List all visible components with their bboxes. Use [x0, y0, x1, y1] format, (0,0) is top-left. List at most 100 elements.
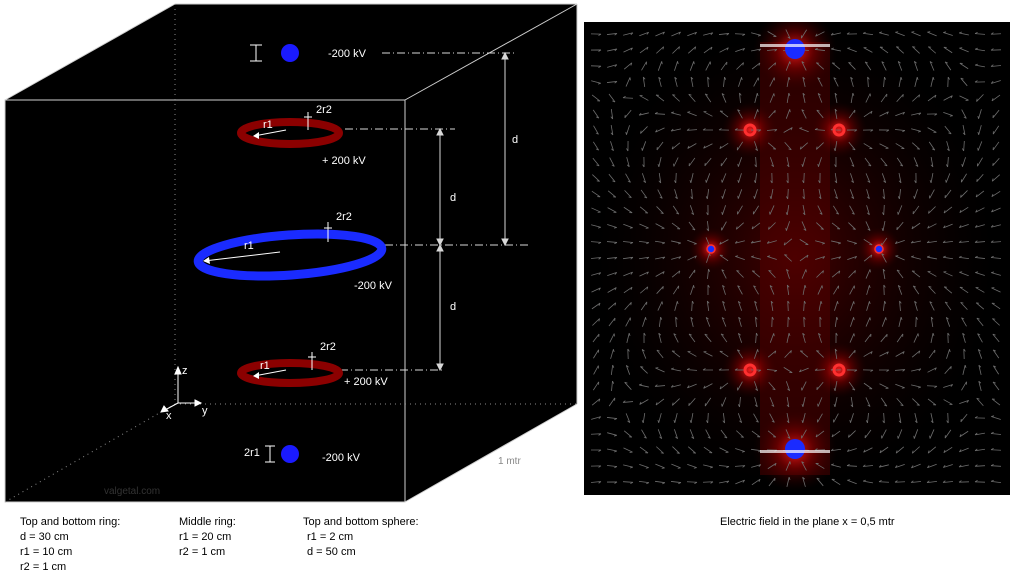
- field-vector: [753, 285, 759, 295]
- field-vector: [657, 61, 663, 71]
- field-vector: [863, 110, 873, 118]
- field-vector: [592, 381, 600, 391]
- field-vector: [641, 141, 647, 151]
- field-vector: [818, 300, 823, 311]
- field-vector: [992, 109, 1000, 119]
- field-vector: [963, 348, 966, 360]
- field-vector: [753, 109, 759, 119]
- field-vector: [670, 128, 681, 132]
- field-top-sphere: [785, 39, 805, 59]
- field-vector: [894, 480, 906, 483]
- spec-line: d = 30 cm: [20, 531, 69, 543]
- bottom-sphere: [281, 445, 299, 463]
- field-vector: [961, 140, 965, 152]
- field-vector: [770, 300, 774, 311]
- field-vector: [895, 31, 905, 37]
- top-ring-r2-marker: [304, 112, 312, 130]
- field-vector: [751, 464, 762, 468]
- field-vector: [639, 463, 649, 469]
- field-vector: [897, 61, 903, 71]
- field-vector: [751, 32, 761, 37]
- field-vector: [911, 128, 921, 133]
- field-vector: [944, 189, 952, 199]
- field-vector: [735, 48, 746, 52]
- field-vector: [658, 332, 662, 343]
- field-vector: [751, 478, 761, 486]
- field-vector: [818, 172, 821, 184]
- field-vector: [895, 446, 905, 454]
- field-vector: [991, 174, 1001, 182]
- field-vector: [622, 400, 634, 403]
- field-vector: [688, 221, 696, 231]
- field-vector: [656, 349, 664, 359]
- field-vector: [911, 255, 921, 260]
- field-vector: [607, 190, 617, 198]
- field-vector: [720, 333, 728, 343]
- field-vector: [815, 463, 825, 469]
- field-vector: [639, 399, 649, 405]
- field-vector: [990, 463, 1002, 467]
- field-vector: [671, 350, 681, 358]
- field-vector: [718, 368, 730, 371]
- field-vector: [942, 240, 954, 244]
- field-vector: [865, 221, 871, 231]
- spec-top-bottom-ring-title: Top and bottom ring:: [20, 516, 121, 528]
- field-vector: [656, 206, 664, 214]
- field-vector: [926, 255, 937, 260]
- field-vector: [848, 349, 856, 359]
- field-vector: [786, 332, 791, 343]
- field-vector: [943, 111, 953, 117]
- field-vector: [590, 33, 602, 36]
- field-vector: [671, 270, 681, 278]
- field-vector: [879, 446, 889, 454]
- field-vector: [691, 300, 695, 312]
- field-vector: [814, 368, 826, 371]
- field-vector: [819, 316, 822, 328]
- field-vector: [722, 300, 726, 311]
- field-vector: [927, 31, 937, 37]
- field-vector: [670, 384, 681, 388]
- field-vector: [607, 207, 617, 213]
- field-vector: [802, 476, 806, 487]
- field-middle-ring-right: [874, 244, 884, 254]
- field-vector: [864, 157, 872, 167]
- field-vector: [786, 268, 790, 279]
- field-vector: [943, 206, 953, 214]
- field-vector: [609, 333, 615, 343]
- field-vector: [833, 77, 839, 87]
- field-vector: [974, 255, 986, 259]
- field-vector: [913, 60, 919, 71]
- field-vector: [801, 61, 807, 71]
- field-vector: [593, 125, 599, 135]
- field-vector: [961, 157, 966, 167]
- field-vector: [830, 32, 841, 36]
- field-vector: [767, 430, 777, 438]
- field-vector: [961, 381, 967, 391]
- field-vector: [657, 413, 662, 423]
- field-vector: [960, 190, 968, 198]
- field-vector: [945, 156, 949, 168]
- field-vector: [990, 431, 1002, 435]
- field-vector: [737, 381, 743, 391]
- field-vector: [674, 76, 678, 87]
- field-vector: [623, 62, 633, 70]
- field-vector: [721, 93, 727, 103]
- field-vector: [991, 207, 1001, 213]
- field-vector: [785, 461, 791, 471]
- field-vector: [783, 238, 793, 246]
- axes: [160, 365, 203, 413]
- field-vector: [914, 77, 919, 87]
- field-vector: [608, 397, 616, 407]
- field-vector: [690, 188, 693, 200]
- field-vector: [881, 253, 887, 263]
- field-vector: [590, 481, 602, 484]
- top-sphere: [281, 44, 299, 62]
- field-vector: [719, 382, 729, 390]
- field-vector: [703, 46, 713, 54]
- field-vector: [625, 413, 631, 423]
- field-vector: [769, 189, 774, 200]
- field-vector: [992, 381, 1000, 391]
- field-vector: [627, 348, 630, 360]
- top-ring-r1-label: r1: [263, 119, 273, 131]
- top-sphere-voltage: -200 kV: [328, 48, 367, 60]
